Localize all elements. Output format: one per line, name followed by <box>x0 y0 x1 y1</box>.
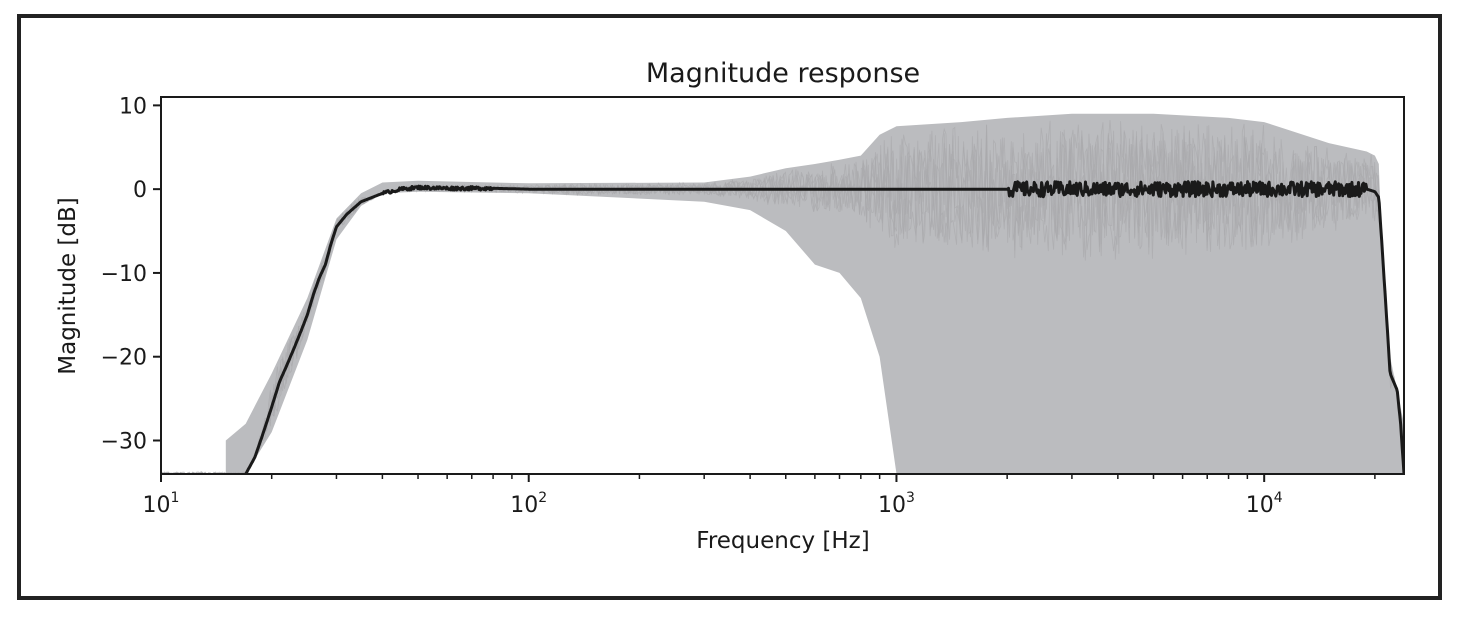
x-tick-label: 104 <box>1246 490 1283 518</box>
x-tick-label: 101 <box>143 490 180 518</box>
y-tick-label: 10 <box>119 94 147 119</box>
x-axis: 101 102 103 104 <box>143 474 1376 518</box>
magnitude-response-chart: Magnitude response 101 102 103 104 10 0 −10 −2… <box>55 58 1405 554</box>
y-axis: 10 0 −10 −20 −30 <box>101 94 161 454</box>
y-tick-label: −20 <box>101 346 147 371</box>
plot-area <box>160 96 1405 475</box>
individual-trace <box>161 124 1396 474</box>
mean-response-line <box>244 180 1404 474</box>
y-tick-label: −30 <box>101 429 147 454</box>
mean-response <box>244 180 1404 474</box>
chart-title: Magnitude response <box>646 58 920 89</box>
y-axis-label: Magnitude [dB] <box>55 197 81 375</box>
x-tick-label: 103 <box>878 490 915 518</box>
individual-responses <box>161 113 1404 474</box>
x-axis-label: Frequency [Hz] <box>696 528 869 554</box>
y-tick-label: −10 <box>101 262 147 287</box>
y-tick-label: 0 <box>133 178 147 203</box>
x-tick-label: 102 <box>510 490 547 518</box>
figure-frame: Magnitude response 101 102 103 104 10 0 −10 −2… <box>17 14 1442 600</box>
